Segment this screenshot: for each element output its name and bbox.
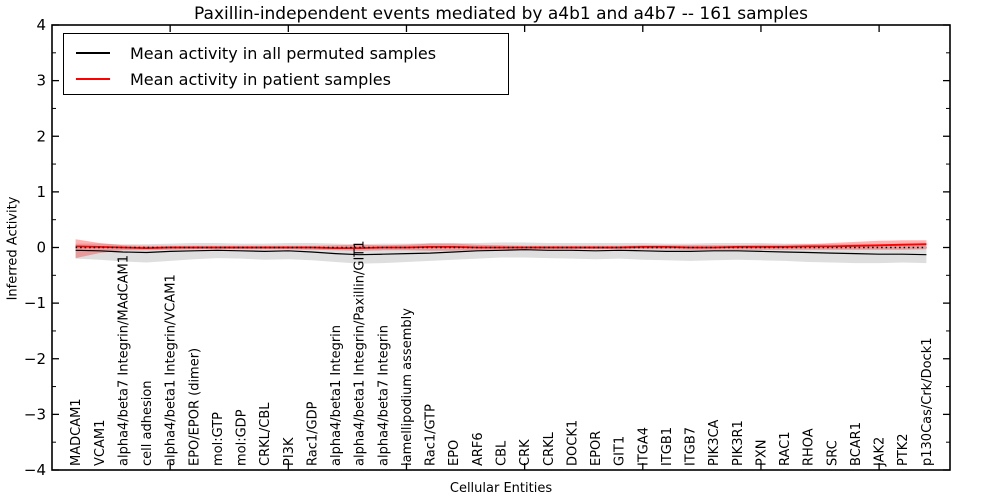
- patient-mean-line: [75, 243, 927, 250]
- y-tick-label: 4: [36, 16, 46, 34]
- y-tick-label: −4: [24, 461, 46, 479]
- x-tick-label: cell adhesion: [140, 380, 155, 466]
- y-tick-label: 3: [36, 72, 46, 90]
- x-tick-label: MADCAM1: [69, 398, 84, 466]
- x-tick-label: mol:GTP: [211, 412, 226, 466]
- x-tick-label: PIK3R1: [731, 420, 746, 466]
- x-tick-label: p130Cas/Crk/Dock1: [920, 337, 935, 466]
- x-tick-label: alpha4/beta7 Integrin/MAdCAM1: [116, 255, 131, 466]
- y-tick-label: −2: [24, 350, 46, 368]
- x-tick-label: JAK2: [873, 437, 888, 467]
- x-tick-label: PI3K: [282, 437, 297, 466]
- y-axis-label: Inferred Activity: [5, 196, 21, 301]
- patient-band: [75, 239, 927, 259]
- legend: Mean activity in all permuted samples Me…: [63, 33, 509, 95]
- y-tick-label: −1: [24, 294, 46, 312]
- x-tick-label: lamellipodium assembly: [400, 308, 415, 466]
- x-tick-label: RAC1: [778, 431, 793, 466]
- chart-title: Paxillin-independent events mediated by …: [194, 4, 808, 24]
- x-tick-label: ITGB7: [684, 427, 699, 466]
- x-tick-label: BCAR1: [849, 422, 864, 466]
- x-tick-label: alpha4/beta1 Integrin/Paxillin/GIT1: [353, 240, 368, 466]
- legend-item-patient: Mean activity in patient samples: [76, 66, 508, 92]
- x-tick-label: VCAM1: [93, 420, 108, 466]
- x-axis-label: Cellular Entities: [449, 481, 553, 496]
- x-tick-label: alpha4/beta7 Integrin: [376, 325, 391, 466]
- x-tick-label: CRKL/CBL: [258, 402, 273, 466]
- x-tick-label: PXN: [754, 440, 769, 466]
- legend-line-permuted: [76, 52, 110, 54]
- x-tick-label: PIK3CA: [707, 419, 722, 466]
- x-tick-label: CRKL: [542, 431, 557, 466]
- legend-label-patient: Mean activity in patient samples: [130, 69, 391, 89]
- legend-label-permuted: Mean activity in all permuted samples: [130, 43, 437, 63]
- x-tick-label: ITGA4: [636, 427, 651, 466]
- x-tick-label: alpha4/beta1 Integrin/VCAM1: [164, 274, 179, 466]
- legend-item-permuted: Mean activity in all permuted samples: [76, 40, 508, 66]
- x-tick-label: SRC: [825, 440, 840, 466]
- x-tick-label: EPO/EPOR (dimer): [187, 348, 202, 466]
- y-tick-label: −3: [24, 405, 46, 423]
- x-tick-label: ARF6: [471, 432, 486, 466]
- legend-line-patient: [76, 78, 110, 80]
- x-tick-label: CRK: [518, 439, 533, 466]
- x-tick-label: alpha4/beta1 Integrin: [329, 325, 344, 466]
- x-tick-label: GIT1: [613, 436, 628, 466]
- x-tick-label: CBL: [495, 440, 510, 466]
- x-tick-label: Rac1/GTP: [424, 404, 439, 466]
- x-tick-label: PTK2: [896, 433, 911, 466]
- x-tick-label: mol:GDP: [235, 409, 250, 466]
- y-tick-label: 2: [36, 127, 46, 145]
- x-tick-label: ITGB1: [660, 427, 675, 466]
- x-tick-label: DOCK1: [565, 420, 580, 466]
- permuted-mean-line: [75, 249, 927, 256]
- y-tick-label: 0: [36, 239, 46, 257]
- y-tick-label: 1: [36, 183, 46, 201]
- x-tick-label: RHOA: [802, 428, 817, 466]
- x-tick-label: Rac1/GDP: [305, 401, 320, 466]
- x-tick-label: EPO: [447, 440, 462, 466]
- x-tick-label: EPOR: [589, 431, 604, 466]
